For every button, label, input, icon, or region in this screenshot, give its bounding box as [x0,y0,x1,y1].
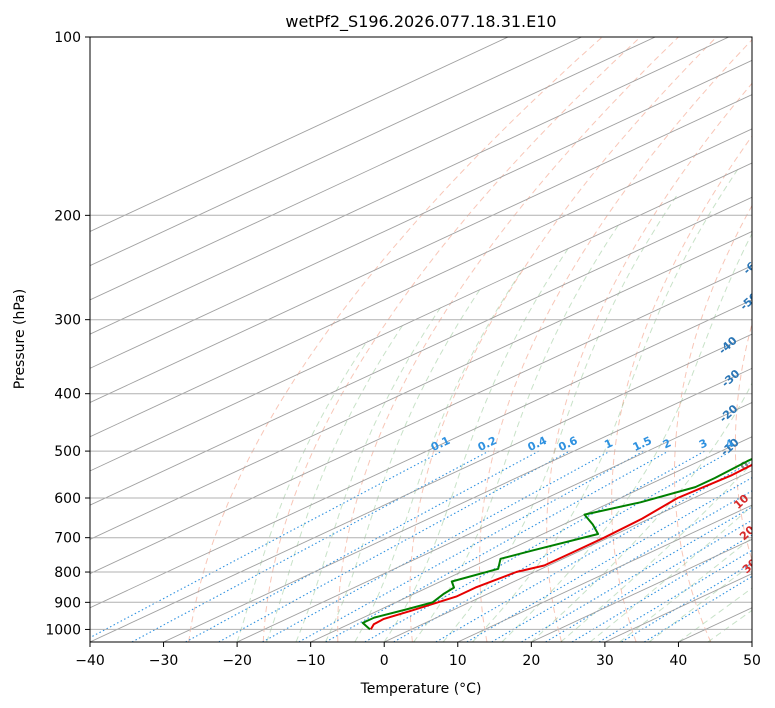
isotherm-line [163,367,752,642]
y-tick-label: 200 [54,208,81,224]
x-tick-label: −40 [75,653,105,669]
y-tick-label: 100 [54,30,81,46]
isotherm-line [90,37,656,301]
mixing-ratio-label: 6 [762,436,775,451]
moist-adiabat-line [560,462,752,642]
moist-adiabat-line [266,323,405,642]
y-tick-label: 900 [54,595,81,611]
isotherm-line [384,470,752,642]
dry-adiabat-line [188,37,603,642]
isotherm-line [90,59,752,369]
dry-adiabat-line [479,39,752,642]
chart-title: wetPf2_S196.2026.077.18.31.E10 [285,12,556,32]
isotherm-line [90,230,752,540]
isotherm-line [90,162,752,472]
isotherm-line [90,37,729,335]
mixing-ratio-line [218,450,570,642]
dewpoint-profile-line [361,457,752,631]
isotherm-line [90,128,752,438]
x-tick-label: 0 [380,653,389,669]
isotherm-line [310,436,752,642]
dry-adiabat-line [546,82,752,642]
mixing-ratio-line [571,534,752,642]
y-tick-label: 700 [54,531,81,547]
mixing-ratio-line [185,450,539,642]
moist-adiabat-line [236,340,369,642]
y-tick-label: 800 [54,565,81,581]
isotherm-line [751,641,752,642]
moist-adiabat-label: 40 [757,582,775,602]
x-tick-label: −10 [296,653,326,669]
y-axis-title: Pressure (hPa) [12,289,28,389]
y-tick-label: 500 [54,444,81,460]
mixing-ratio-line [325,450,669,642]
temperature-profile-line [369,463,752,630]
isotherm-line [457,504,752,642]
dry-adiabat-line [734,322,752,563]
isotherm-line [90,196,752,506]
isotherm-line [90,299,752,609]
isotherm-line [90,37,582,267]
dry-adiabat-line [409,37,717,642]
isotherm-line [90,37,509,232]
isotherm-line [236,402,752,642]
moist-adiabat-line [413,221,622,642]
mixing-ratio-line [262,450,611,642]
dry-adiabat-label: -60 [741,254,765,277]
mixing-ratio-line [545,519,752,642]
plot-background [90,37,752,642]
y-tick-label: 300 [54,313,81,329]
isotherm-line [531,538,752,642]
dry-adiabat-line [262,37,641,642]
dry-adiabat-line [611,135,752,642]
x-tick-label: 40 [670,653,688,669]
moist-adiabat-line [501,232,752,642]
y-tick-label: 600 [54,491,81,507]
dry-adiabat-line [337,37,679,642]
x-tick-label: 10 [449,653,467,669]
x-tick-label: 30 [596,653,614,669]
plot-frame [89,36,753,643]
x-tick-label: 20 [522,653,540,669]
moist-adiabat-line [472,165,741,642]
y-tick-label: 1000 [45,622,81,638]
x-tick-label: 50 [743,653,761,669]
x-tick-label: −30 [149,653,179,669]
mixing-ratio-line [644,575,752,642]
moist-adiabat-line [678,587,752,642]
y-tick-label: 400 [54,387,81,403]
moist-adiabat-line [354,267,525,642]
mixing-ratio-line [435,460,752,642]
x-tick-label: −20 [222,653,252,669]
isotherm-line [90,333,752,642]
isotherm-line [90,265,752,575]
moist-adiabat-line [383,245,571,642]
mixing-ratio-line [298,450,645,642]
mixing-ratio-line [621,562,752,642]
x-axis-title: Temperature (°C) [360,681,482,697]
moist-adiabat-line [442,195,678,642]
isotherm-line [90,94,752,404]
